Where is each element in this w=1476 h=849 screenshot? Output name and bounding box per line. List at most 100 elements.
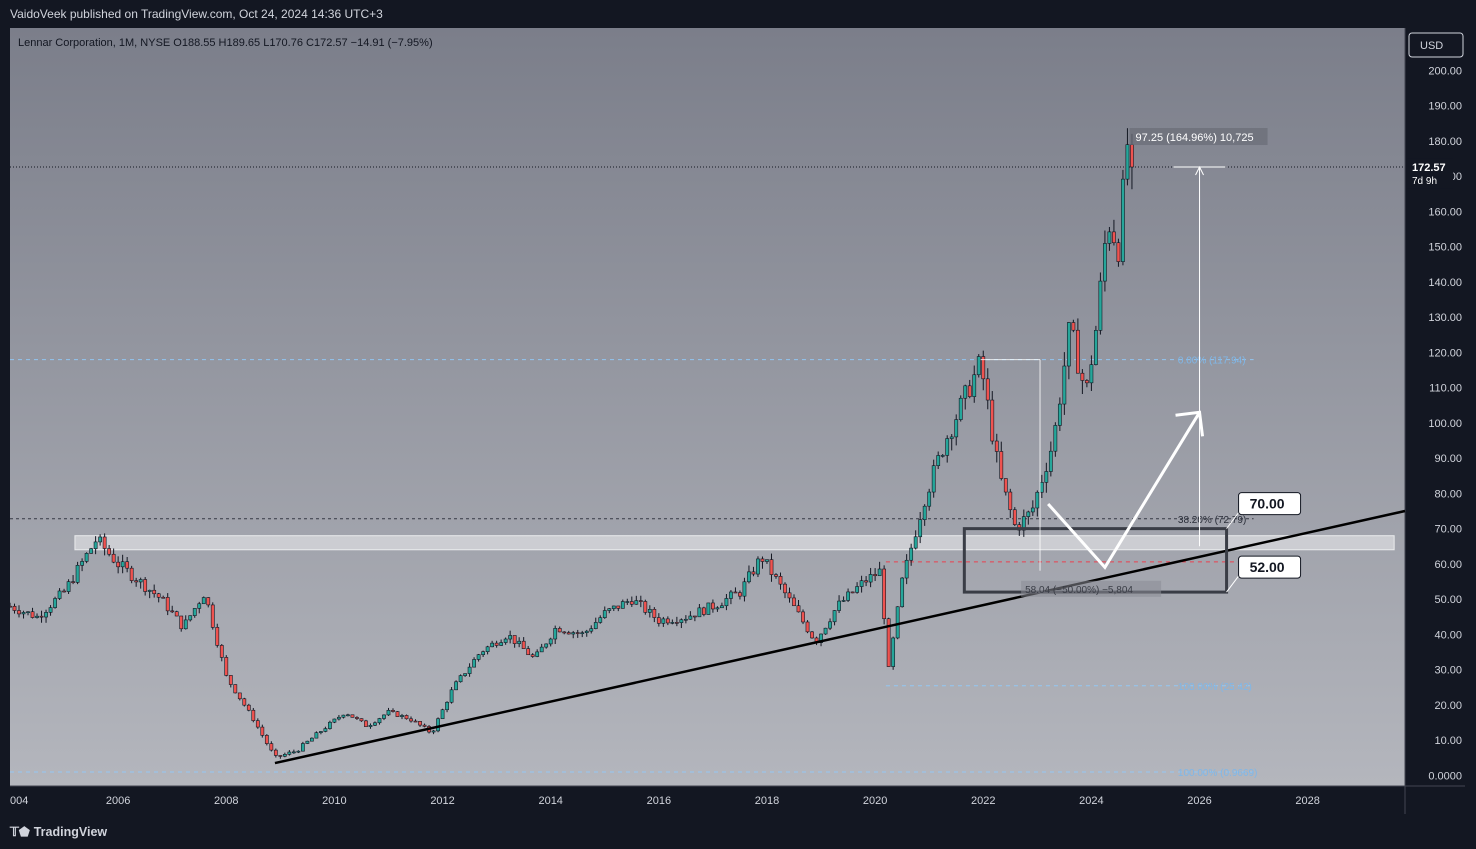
candle-body [1076,329,1080,374]
candle-body [192,608,197,616]
candle-body [1039,482,1044,493]
candle-body [787,592,792,599]
candle-body [418,721,422,726]
candle-body [877,568,882,577]
x-tick-label: 2014 [538,795,562,807]
candle-body [972,374,977,397]
candle-body [291,751,296,754]
currency-label: USD [1420,40,1443,52]
candle-body [783,583,787,594]
candle-body [346,714,350,717]
candle-body [242,698,247,706]
tradingview-logo[interactable]: 𝕋⬟ TradingView [10,824,107,839]
x-tick-label: 2016 [647,795,671,807]
candle-body [837,600,841,611]
box-top-callout-box [1238,492,1302,516]
candle-body [1062,365,1067,405]
candle-body [571,632,576,635]
candle-body [702,607,706,615]
candle-body [607,608,612,611]
candle-body [647,608,652,613]
candle-body [733,591,738,594]
candle-body [287,751,292,755]
currency-button[interactable] [1408,32,1464,58]
candles-layer [8,128,1134,759]
candle-body [864,580,868,583]
candle-body [246,704,251,711]
candle-body [201,597,206,605]
candle-body [720,605,724,609]
candle-body [210,604,215,628]
candle-body [1066,322,1071,367]
candle-body [30,611,35,618]
x-tick-label: 2026 [1187,795,1211,807]
candle-body [769,559,774,575]
y-tick-label: 70.00 [1434,524,1462,536]
candle-body [467,666,472,674]
candle-body [476,654,481,660]
chart-area[interactable]: 0.00% (117.94)38.20% (72.79)(60.57)100.0… [8,28,1465,814]
candle-body [440,709,445,720]
candle-body [368,724,373,727]
candle-body [269,743,274,751]
candle-body [882,568,887,620]
x-tick-label: 2020 [863,795,887,807]
candle-body [233,684,238,694]
candle-body [328,721,332,729]
candle-body [481,651,485,655]
candle-body [850,591,855,594]
candle-body [904,559,909,579]
price-axis[interactable]: 0.0000 10.00 20.00 30.00 40.00 50.00 60.00 70.0… [1407,65,1462,782]
candle-body [1089,364,1094,384]
footer-bar: 𝕋⬟ TradingView [0,814,1476,849]
candle-body [945,438,950,456]
y-tick-label: 160.00 [1428,206,1462,218]
candle-body [868,574,873,583]
candle-body [75,565,80,583]
candle-body [409,718,413,722]
candle-body [1053,425,1058,452]
candle-body [697,607,702,618]
candle-body [120,561,125,568]
candle-body [895,606,900,639]
y-tick-label: 50.00 [1434,594,1462,606]
candle-body [539,646,544,653]
candle-body [355,717,359,719]
y-tick-label: 100.00 [1428,418,1462,430]
time-axis[interactable]: 004 2006 2008 2010 2012 2014 2016 2018 2020 2022 2… [10,795,1320,807]
candle-body [738,592,742,597]
candle-body [71,581,75,583]
fib-level-label: 38.20% (72.79) [1178,515,1246,526]
candle-body [170,610,175,613]
candle-body [391,710,395,712]
y-tick-label: 30.00 [1434,665,1462,677]
range-measure-label: 97.25 (164.96%) 10,725 [1136,132,1254,144]
candle-body [125,561,130,569]
candle-body [589,628,594,632]
candle-body [729,591,733,599]
y-tick-label: 130.00 [1428,312,1462,324]
candle-body [66,581,71,592]
candle-body [174,611,179,617]
candle-body [48,607,53,613]
candle-body [319,731,323,733]
y-tick-label: 60.00 [1434,559,1462,571]
y-tick-label: 0.0000 [1428,770,1462,782]
resistance-zone-layer [74,535,1395,551]
candle-body [724,598,729,607]
candle-body [846,591,850,601]
candle-body [278,755,283,757]
candle-body [395,711,400,717]
candle-body [967,385,972,397]
chart-canvas[interactable]: 0.00% (117.94)38.20% (72.79)(60.57)100.0… [8,28,1465,814]
candle-body [458,675,463,683]
candle-body [1003,478,1008,493]
candle-body [26,611,30,614]
candle-body [918,519,923,538]
candle-body [156,593,161,598]
candle-body [1085,380,1089,384]
candle-body [679,619,684,623]
candle-body [436,718,440,732]
candle-body [652,608,657,618]
candle-body [900,577,905,608]
